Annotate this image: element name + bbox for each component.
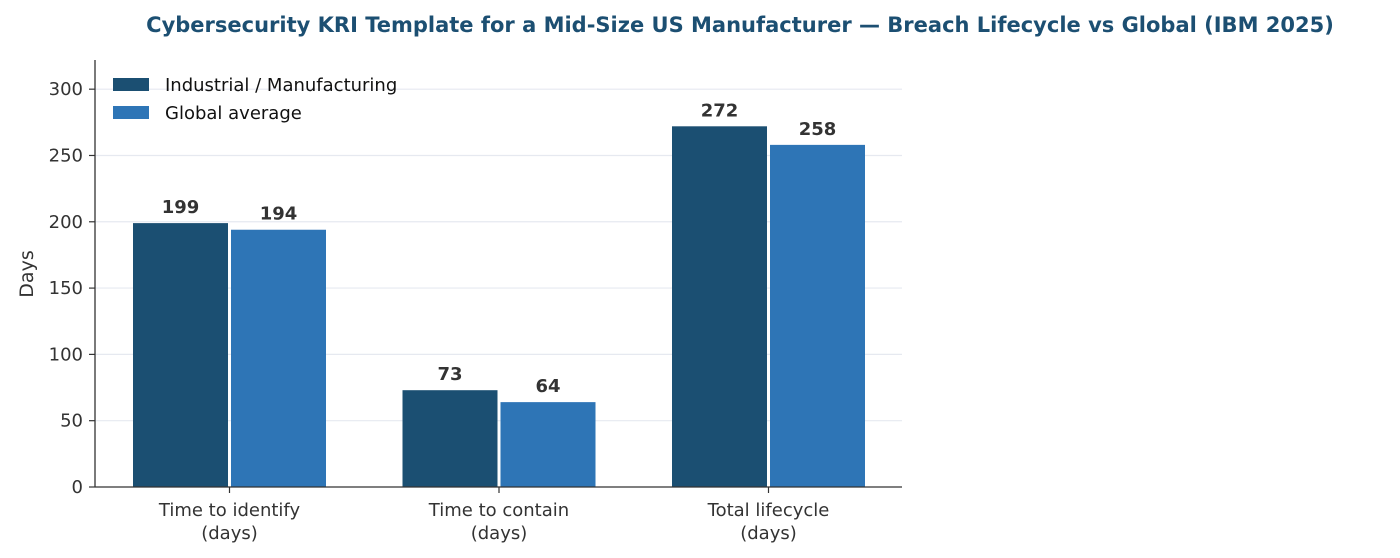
bar-value-label: 258 <box>799 119 837 140</box>
legend-swatch <box>113 78 149 91</box>
bar-value-label: 194 <box>260 204 298 225</box>
y-axis-label: Days <box>16 250 38 297</box>
bar-value-label: 64 <box>535 376 560 397</box>
bars <box>133 126 865 487</box>
legend: Industrial / Manufacturing Global average <box>113 75 397 124</box>
bar-global <box>770 144 865 487</box>
bar-industrial <box>672 126 767 487</box>
bar-value-label: 272 <box>701 100 739 121</box>
tick-labels: 0 50 100 150 200 250 300 199 194 Time to identify… <box>49 79 837 544</box>
legend-swatch <box>113 106 149 119</box>
y-tick-label: 250 <box>49 145 83 166</box>
x-tick-label: Time to contain (days) <box>428 500 569 544</box>
y-tick-label: 0 <box>72 477 83 498</box>
bar-global <box>231 229 326 487</box>
x-tick-label: Total lifecycle (days) <box>707 500 830 544</box>
legend-label: Industrial / Manufacturing <box>165 75 397 96</box>
y-tick-label: 50 <box>60 411 83 432</box>
grid-lines <box>95 88 902 422</box>
bar-value-label: 199 <box>162 197 200 218</box>
y-tick-label: 150 <box>49 278 83 299</box>
bar-value-label: 73 <box>437 364 462 385</box>
bar-industrial <box>402 390 498 487</box>
bar-industrial <box>133 223 228 487</box>
axes <box>89 60 902 493</box>
y-tick-label: 300 <box>49 79 83 100</box>
y-tick-label: 200 <box>49 212 83 233</box>
x-tick-label: Time to identify (days) <box>158 500 301 544</box>
legend-label: Global average <box>165 103 302 124</box>
y-tick-label: 100 <box>49 344 83 365</box>
bar-global <box>500 402 596 487</box>
chart-title: Cybersecurity KRI Template for a Mid-Siz… <box>146 13 1334 37</box>
